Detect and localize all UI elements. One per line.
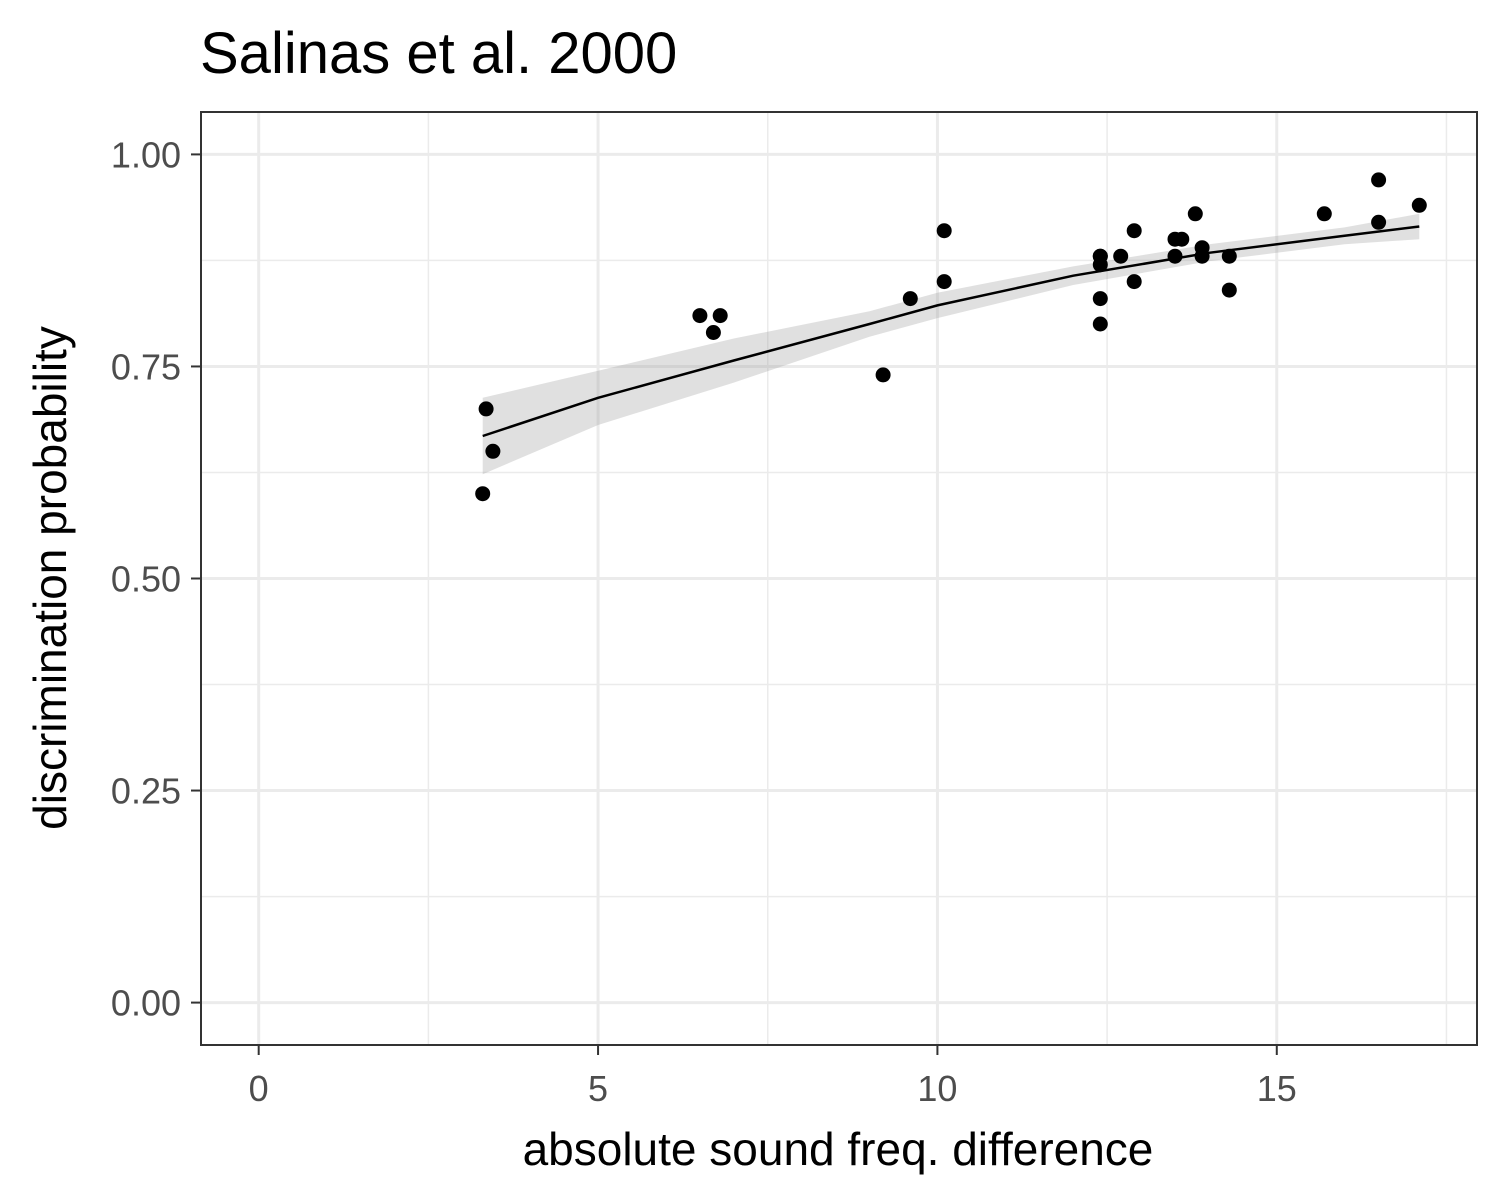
data-point (1092, 316, 1108, 332)
data-point (1371, 214, 1387, 230)
data-point (1126, 223, 1142, 239)
data-point (1167, 248, 1183, 264)
confidence-band (482, 213, 1420, 475)
y-tick-label: 0.00 (111, 983, 181, 1024)
y-tick-label: 0.25 (111, 771, 181, 812)
x-tick-label: 5 (588, 1068, 608, 1109)
y-tick-label: 0.50 (111, 559, 181, 600)
data-point (1092, 291, 1108, 307)
data-point (485, 443, 501, 459)
data-point (902, 291, 918, 307)
x-tick-label: 10 (917, 1068, 957, 1109)
data-point (1221, 248, 1237, 264)
data-point (1221, 282, 1237, 298)
x-axis-title: absolute sound freq. difference (523, 1123, 1154, 1175)
x-tick-label: 0 (249, 1068, 269, 1109)
data-point (705, 325, 721, 340)
data-point (692, 308, 708, 324)
plot-area: 0 5 10 15 0.00 0.25 0.50 0.75 1.00 (111, 111, 1478, 1109)
data-point (712, 308, 728, 324)
fit-line (482, 225, 1420, 438)
y-tick-label: 0.75 (111, 346, 181, 387)
data-point (875, 367, 891, 383)
data-point (475, 486, 491, 502)
data-point (1194, 248, 1210, 264)
data-point (478, 401, 494, 417)
x-tick-label: 15 (1257, 1068, 1297, 1109)
y-tick-label: 1.00 (111, 134, 181, 175)
data-point (1113, 248, 1129, 264)
y-axis-title: discrimination probability (24, 326, 76, 830)
data-point (1174, 231, 1190, 247)
data-point (1411, 197, 1427, 213)
data-point (936, 223, 952, 239)
data-point (1092, 248, 1108, 264)
data-point (1126, 274, 1142, 290)
data-point (936, 274, 952, 290)
data-point (1187, 206, 1203, 222)
data-point (1371, 172, 1387, 188)
chart-title: Salinas et al. 2000 (200, 21, 677, 86)
data-point (1316, 206, 1332, 222)
